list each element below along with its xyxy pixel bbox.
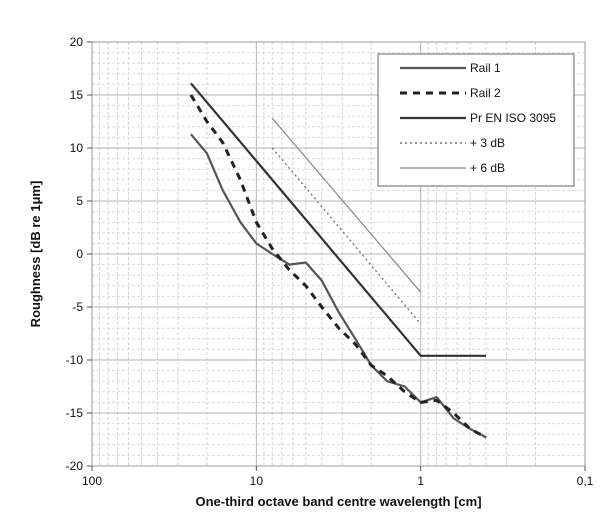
y-tick-label: 15 — [70, 88, 84, 102]
y-tick-label: -15 — [66, 406, 84, 420]
y-tick-label: 10 — [70, 141, 84, 155]
legend-label: Rail 2 — [470, 86, 501, 100]
x-tick-label: 100 — [82, 474, 102, 488]
x-axis: 100 10 1 0,1 — [82, 466, 594, 488]
y-axis: -20 -15 -10 -5 0 5 10 15 20 — [66, 35, 92, 473]
series-line-2 — [189, 94, 487, 439]
y-tick-label: 5 — [76, 194, 83, 208]
series-line-3 — [190, 82, 487, 357]
y-axis-title: Roughness [dB re 1μm] — [28, 181, 43, 328]
y-tick-label: -10 — [66, 353, 84, 367]
x-tick-label: 0,1 — [577, 474, 594, 488]
x-axis-title: One-third octave band centre wavelength … — [195, 494, 481, 509]
y-tick-label: -20 — [66, 459, 84, 473]
x-tick-label: 1 — [417, 474, 424, 488]
x-tick-label: 10 — [250, 474, 264, 488]
legend: Rail 1 Rail 2 Pr EN ISO 3095 + 3 dB + 6 dB — [377, 53, 575, 187]
y-tick-label: 0 — [76, 247, 83, 261]
legend-label: Pr EN ISO 3095 — [470, 111, 556, 125]
series-line-5 — [271, 117, 422, 293]
y-tick-label: -5 — [72, 300, 83, 314]
y-tick-label: 20 — [70, 35, 84, 49]
legend-label: + 3 dB — [470, 136, 505, 150]
series-line-4 — [271, 147, 422, 325]
series-group — [189, 82, 487, 439]
legend-label: + 6 dB — [470, 161, 505, 175]
series-line-1 — [190, 133, 487, 439]
legend-label: Rail 1 — [470, 61, 501, 75]
legend-box — [377, 53, 575, 187]
